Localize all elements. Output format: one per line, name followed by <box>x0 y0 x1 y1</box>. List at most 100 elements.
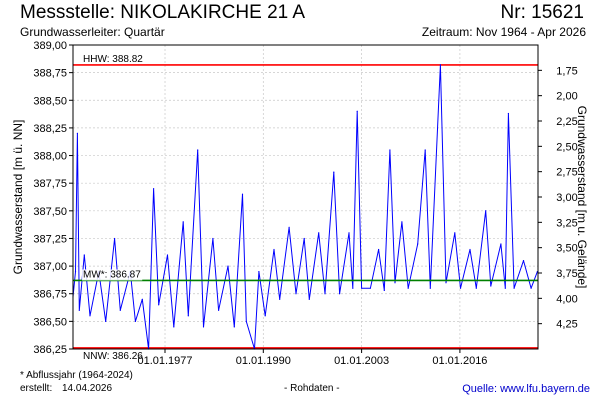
y-tick-label: 386,75 <box>33 289 67 301</box>
data-point <box>324 293 326 295</box>
data-point <box>378 248 380 251</box>
data-point <box>119 309 121 311</box>
data-point <box>89 315 91 317</box>
y2-axis-title: Grundwasserstand [m u. Gelände] <box>575 106 589 289</box>
x-tick-label: 01.01.2016 <box>432 355 487 367</box>
y-tick-label: 389,00 <box>33 40 67 52</box>
y2-tick-label: 2,50 <box>556 141 577 153</box>
data-point <box>339 293 341 295</box>
data-point <box>500 243 502 245</box>
data-point <box>459 287 462 289</box>
x-tick-label: 01.01.2003 <box>334 355 389 367</box>
data-point <box>513 287 515 289</box>
data-point <box>212 237 214 240</box>
data-point <box>173 326 175 328</box>
mw-label-background <box>82 269 143 281</box>
data-point <box>522 260 525 262</box>
data-point <box>258 271 260 273</box>
data-point <box>401 221 403 223</box>
reference-labels: HHW: 388.82 MW*: 386.87 NNW: 386.26 <box>82 54 143 362</box>
y-tick-label: 386,25 <box>33 344 67 356</box>
data-point <box>114 237 116 240</box>
data-point <box>158 304 160 306</box>
data-point <box>394 282 396 284</box>
series-layer <box>72 64 539 350</box>
data-point <box>288 226 290 228</box>
data-point <box>182 221 184 223</box>
data-point <box>279 298 281 300</box>
source-link[interactable]: Quelle: www.lfu.bayern.de <box>462 383 590 395</box>
aquifer-label: Grundwasserleiter: Quartär <box>20 25 165 39</box>
data-point <box>417 243 419 245</box>
data-point <box>197 149 199 151</box>
data-point <box>218 309 220 311</box>
hhw-label: HHW: 388.82 <box>83 54 143 65</box>
station-number: Nr: 15621 <box>500 2 584 23</box>
data-point <box>105 320 107 322</box>
data-point <box>227 265 229 267</box>
data-point <box>383 289 385 291</box>
y2-tick-label: 2,00 <box>556 91 577 103</box>
y2-tick-label: 2,75 <box>556 167 577 179</box>
mw-label: MW*: 386.87 <box>83 269 141 280</box>
y-tick-label: 387,75 <box>33 178 67 190</box>
data-point <box>333 171 335 173</box>
created-label: erstellt: <box>20 383 53 394</box>
data-point <box>303 237 305 240</box>
data-point <box>166 254 169 256</box>
data-point <box>445 282 447 284</box>
data-point <box>530 287 532 289</box>
data-point <box>74 271 77 273</box>
data-point <box>83 254 85 256</box>
data-point <box>504 287 506 289</box>
data-point <box>424 149 426 151</box>
y2-tick-label: 3,25 <box>556 217 577 229</box>
data-point <box>141 298 143 300</box>
data-point <box>134 320 136 322</box>
y-tick-label: 388,75 <box>33 68 67 80</box>
data-point <box>273 248 275 251</box>
data-point <box>439 64 441 66</box>
data-point <box>485 210 487 212</box>
data-point <box>356 110 358 112</box>
y-tick-label: 387,25 <box>33 233 67 245</box>
data-point <box>318 232 320 234</box>
axes: 386,25 386,50 386,75 387,00 387,25 387,50 387,… <box>33 40 577 367</box>
data-point <box>78 309 80 311</box>
x-tick-label: 01.01.1990 <box>236 355 291 367</box>
data-point <box>295 293 297 295</box>
y2-tick-label: 3,00 <box>556 192 577 204</box>
data-point <box>241 193 244 195</box>
y2-tick-label: 4,00 <box>556 293 577 305</box>
data-point <box>348 232 350 234</box>
reference-lines <box>73 64 538 349</box>
data-point <box>429 287 431 289</box>
y2-tick-label: 4,25 <box>556 319 577 331</box>
y-tick-label: 388,50 <box>33 95 67 107</box>
y2-tick-label: 3,75 <box>556 268 577 280</box>
footnote: * Abflussjahr (1964-2024) <box>20 370 133 381</box>
y-tick-label: 387,50 <box>33 206 67 218</box>
data-point <box>202 326 205 328</box>
period-label: Zeitraum: Nov 1964 - Apr 2026 <box>421 25 586 39</box>
y-tick-label: 387,00 <box>33 261 67 273</box>
data-point <box>153 188 155 190</box>
groundwater-level-line <box>72 64 538 350</box>
y2-tick-label: 2,25 <box>556 116 577 128</box>
y-tick-label: 388,00 <box>33 151 67 163</box>
data-point <box>233 326 235 328</box>
data-point <box>389 149 391 151</box>
chart-title: Messstelle: NIKOLAKIRCHE 21 A <box>20 2 306 23</box>
data-point <box>187 315 189 317</box>
data-point <box>475 287 477 289</box>
x-tick-label: 01.01.1977 <box>137 355 192 367</box>
data-point <box>308 298 310 300</box>
y2-tick-label: 1,75 <box>556 65 577 77</box>
y-tick-label: 386,50 <box>33 316 67 328</box>
data-point <box>361 287 363 289</box>
data-point <box>454 232 456 234</box>
data-type-label: - Rohdaten - <box>284 383 340 394</box>
data-point <box>469 248 471 251</box>
y2-tick-label: 3,50 <box>556 243 577 255</box>
